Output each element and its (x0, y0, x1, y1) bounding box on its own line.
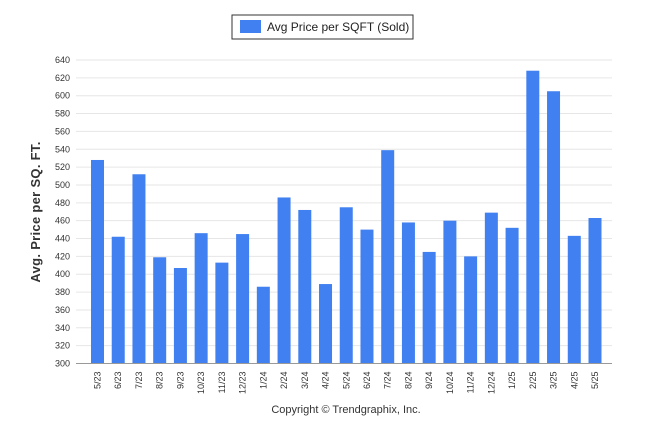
bar-5-24 (339, 207, 353, 364)
x-tick-label: 1/25 (507, 372, 517, 390)
legend-label: Avg Price per SQFT (Sold) (267, 20, 409, 34)
y-tick-label: 500 (55, 180, 70, 190)
bar-7-23 (132, 174, 146, 364)
y-tick-label: 640 (55, 55, 70, 65)
bar-2-25 (526, 70, 540, 364)
bar-3-25 (547, 91, 561, 364)
y-tick-label: 520 (55, 162, 70, 172)
bar-8-23 (153, 257, 167, 364)
y-tick-label: 440 (55, 234, 70, 244)
y-tick-label: 360 (55, 305, 70, 315)
x-tick-label: 6/23 (113, 372, 123, 390)
y-tick-label: 400 (55, 269, 70, 279)
x-tick-label: 4/25 (569, 372, 579, 390)
x-tick-label: 7/24 (383, 372, 393, 390)
y-tick-label: 320 (55, 341, 70, 351)
bar-2-24 (277, 197, 291, 364)
y-tick-label: 540 (55, 144, 70, 154)
y-tick-label: 620 (55, 73, 70, 83)
bar-4-25 (567, 235, 581, 364)
bar-12-23 (236, 234, 250, 364)
bar-7-24 (381, 150, 395, 364)
x-tick-label: 8/24 (403, 372, 413, 390)
bar-9-24 (422, 251, 436, 364)
legend-box (231, 14, 414, 40)
x-tick-label: 7/23 (134, 372, 144, 390)
x-tick-label: 5/25 (590, 372, 600, 390)
bar-5-25 (588, 217, 602, 364)
y-tick-label: 580 (55, 109, 70, 119)
x-tick-label: 9/23 (175, 372, 185, 390)
y-tick-label: 560 (55, 126, 70, 136)
x-tick-label: 6/24 (362, 372, 372, 390)
bar-4-24 (319, 284, 333, 364)
bar-9-23 (173, 267, 187, 364)
bar-10-24 (443, 220, 457, 364)
bar-5-23 (91, 159, 104, 364)
x-tick-label: 2/24 (279, 372, 289, 390)
x-tick-label: 8/23 (155, 372, 165, 390)
legend-swatch (240, 20, 261, 33)
bar-1-24 (256, 286, 270, 364)
x-tick-label: 12/23 (238, 372, 248, 395)
y-tick-label: 380 (55, 287, 70, 297)
y-tick-label: 340 (55, 323, 70, 333)
bar-6-24 (360, 229, 374, 364)
bar-11-24 (464, 256, 478, 364)
x-tick-label: 9/24 (424, 372, 434, 390)
x-tick-label: 10/23 (196, 372, 206, 395)
y-tick-label: 480 (55, 198, 70, 208)
x-tick-label: 5/23 (93, 372, 103, 390)
y-tick-label: 460 (55, 216, 70, 226)
copyright-credit: Copyright © Trendgraphix, Inc. (271, 404, 420, 416)
bar-6-23 (111, 236, 125, 364)
bar-10-23 (194, 233, 208, 364)
x-tick-label: 10/24 (445, 372, 455, 395)
x-axis-ticks: 5/23 6/23 7/23 8/23 9/23 10/23 11/23 12/23 1/24 2… (93, 372, 601, 395)
bar-1-25 (505, 227, 519, 364)
x-tick-label: 11/23 (217, 372, 227, 394)
bar-8-24 (401, 222, 415, 364)
y-tick-label: 300 (55, 359, 70, 369)
x-tick-label: 2/25 (528, 372, 538, 390)
x-tick-label: 4/24 (321, 372, 331, 390)
x-tick-label: 11/24 (466, 372, 476, 394)
x-tick-label: 5/24 (341, 372, 351, 390)
legend: Avg Price per SQFT (Sold) (231, 14, 414, 40)
x-tick-label: 3/25 (549, 372, 559, 390)
y-tick-label: 420 (55, 251, 70, 261)
bar-3-24 (298, 209, 312, 364)
x-tick-label: 12/24 (486, 372, 496, 395)
y-axis-ticks: 300 320 340 360 380 400 420 440 460 480 500 520 540 5… (55, 55, 70, 369)
x-tick-label: 3/24 (300, 372, 310, 390)
y-tick-label: 600 (55, 91, 70, 101)
bar-12-24 (484, 212, 498, 364)
y-axis-title: Avg. Price per SQ. FT. (28, 141, 43, 282)
bars (91, 70, 602, 364)
bar-11-23 (215, 262, 229, 364)
x-tick-label: 1/24 (258, 372, 268, 390)
